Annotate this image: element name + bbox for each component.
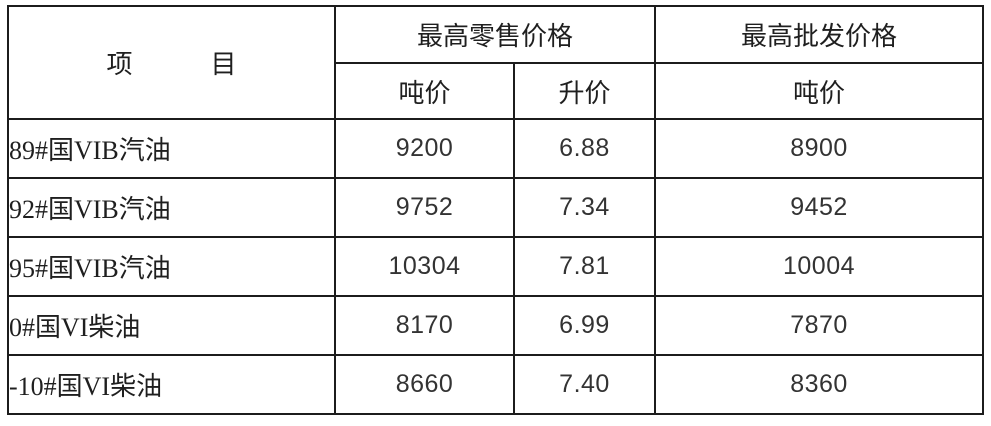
product-label-cell: 92#国VIB汽油 <box>7 177 336 238</box>
wholesale-ton-price-cell: 10004 <box>654 236 985 297</box>
wholesale-ton-price-cell: 9452 <box>654 177 985 238</box>
product-label-cell: 0#国VI柴油 <box>7 295 336 356</box>
retail-ton-price-cell: 9200 <box>334 118 515 179</box>
retail-liter-price-cell: 7.34 <box>512 177 657 238</box>
table-row: -10#国VI柴油 8660 7.40 8360 <box>7 354 985 415</box>
table-row: 0#国VI柴油 8170 6.99 7870 <box>7 295 985 356</box>
fuel-price-table: 项 目 最高零售价格 最高批发价格 吨价 升价 吨价 89#国VIB汽油 920… <box>7 5 985 415</box>
retail-liter-price-cell: 6.99 <box>512 295 657 356</box>
subheader-retail-ton-cell: 吨价 <box>334 62 515 120</box>
wholesale-ton-price-cell: 8900 <box>654 118 985 179</box>
retail-ton-price-cell: 8660 <box>334 354 515 415</box>
wholesale-ton-price-cell: 7870 <box>654 295 985 356</box>
retail-liter-price-cell: 6.88 <box>512 118 657 179</box>
header-retail-price-cell: 最高零售价格 <box>333 5 657 64</box>
subheader-wholesale-ton-cell: 吨价 <box>654 62 985 120</box>
wholesale-ton-price-cell: 8360 <box>654 354 985 415</box>
retail-ton-price-cell: 9752 <box>334 177 515 238</box>
retail-liter-price-cell: 7.40 <box>512 354 657 415</box>
retail-liter-price-cell: 7.81 <box>512 236 657 297</box>
header-row-groups: 项 目 最高零售价格 最高批发价格 <box>7 5 985 120</box>
product-label-cell: 95#国VIB汽油 <box>7 236 336 297</box>
retail-ton-price-cell: 10304 <box>334 236 515 297</box>
header-row-units: 吨价 升价 吨价 <box>8 62 985 120</box>
retail-ton-price-cell: 8170 <box>334 295 515 356</box>
header-item-cell: 项 目 <box>7 5 336 120</box>
product-label-cell: -10#国VI柴油 <box>7 354 336 415</box>
table-row: 92#国VIB汽油 9752 7.34 9452 <box>7 177 985 238</box>
product-label-cell: 89#国VIB汽油 <box>7 118 336 179</box>
header-wholesale-price-cell: 最高批发价格 <box>654 5 985 64</box>
table-row: 89#国VIB汽油 9200 6.88 8900 <box>7 118 985 179</box>
table-row: 95#国VIB汽油 10304 7.81 10004 <box>7 236 985 297</box>
subheader-retail-liter-cell: 升价 <box>512 62 657 120</box>
